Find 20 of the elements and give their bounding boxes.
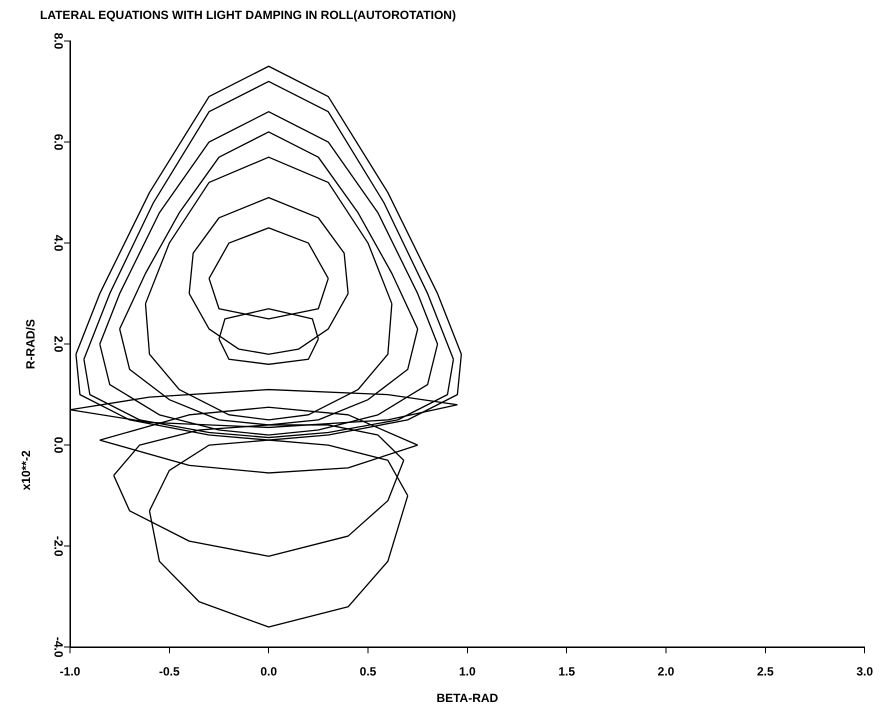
x-tick-label: 2.5 xyxy=(756,664,774,679)
chart-title: LATERAL EQUATIONS WITH LIGHT DAMPING IN ROLL(AUTOROTATION) xyxy=(40,8,456,22)
x-axis-title: BETA-RAD xyxy=(436,691,499,706)
y-tick-label: 2.0 xyxy=(52,336,66,353)
y-tick-label: 6.0 xyxy=(52,134,66,151)
x-tick-label: 3.0 xyxy=(856,664,874,679)
x-tick-label: 1.5 xyxy=(558,664,576,679)
x-tick-label: 2.0 xyxy=(658,664,675,679)
x-tick-label: -1.0 xyxy=(60,664,81,679)
x-tick-label: 1.0 xyxy=(458,664,476,679)
x-tick-label: 0.0 xyxy=(260,664,278,679)
y-axis-title: R-RAD/S xyxy=(24,319,38,370)
y-tick-label: 0.0 xyxy=(52,436,66,454)
y-tick-label: -4.0 xyxy=(52,636,66,658)
x-tick-label: -0.5 xyxy=(158,664,180,679)
y-tick-label: -2.0 xyxy=(52,536,66,557)
y-tick-label: 8.0 xyxy=(52,32,66,50)
x-tick-label: 0.5 xyxy=(360,664,377,679)
text: x10**-2 xyxy=(19,450,33,490)
y-tick-label: 4.0 xyxy=(52,234,66,252)
